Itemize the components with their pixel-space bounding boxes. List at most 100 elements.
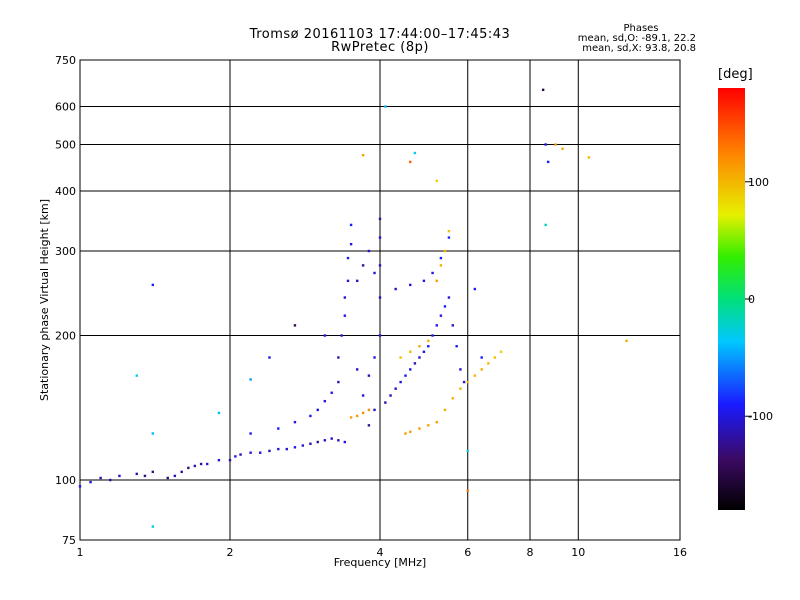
colorbar-tick-label: 0	[748, 293, 755, 306]
data-point	[151, 525, 155, 528]
data-point	[355, 368, 359, 371]
data-point	[554, 143, 557, 146]
data-point	[316, 408, 319, 412]
data-point	[447, 236, 451, 239]
data-point	[451, 397, 455, 400]
data-points	[78, 88, 628, 528]
colorbar-tick-label: -100	[748, 410, 773, 423]
data-point	[427, 345, 430, 348]
data-point	[427, 339, 430, 343]
data-point	[239, 453, 242, 456]
data-point	[355, 414, 359, 418]
data-point	[99, 476, 102, 480]
data-point	[409, 368, 412, 371]
data-point	[466, 449, 469, 453]
y-tick-label: 300	[55, 245, 76, 258]
x-tick-label: 1	[77, 546, 84, 559]
data-point	[422, 279, 426, 283]
data-point	[418, 356, 421, 359]
data-point	[173, 474, 177, 478]
data-point	[473, 287, 477, 291]
stats-x-line: mean, sd,X: 93.8, 20.8	[582, 43, 696, 54]
data-point	[451, 324, 455, 327]
data-point	[435, 179, 438, 183]
data-point	[249, 378, 252, 381]
chart-subtitle: RwPretec (8p)	[331, 40, 429, 55]
data-point	[439, 264, 443, 267]
data-point	[330, 437, 333, 440]
data-point	[234, 455, 237, 458]
data-point	[301, 444, 305, 447]
data-point	[343, 314, 347, 317]
y-tick-label: 500	[55, 139, 76, 152]
data-point	[625, 339, 628, 343]
data-point	[480, 368, 483, 371]
data-point	[409, 160, 412, 164]
data-point	[361, 411, 365, 415]
data-point	[337, 380, 340, 384]
x-tick-label: 6	[464, 546, 471, 559]
data-point	[293, 324, 297, 327]
data-point	[78, 485, 82, 488]
data-point	[455, 345, 458, 348]
data-point	[418, 345, 421, 348]
data-point	[337, 439, 340, 442]
data-point	[378, 236, 382, 239]
data-point	[418, 427, 421, 430]
data-point	[217, 411, 221, 415]
data-point	[443, 249, 447, 253]
data-point	[316, 440, 319, 444]
data-point	[404, 432, 407, 435]
data-point	[323, 439, 327, 442]
data-point	[349, 223, 353, 227]
data-point	[249, 451, 252, 454]
data-point	[268, 449, 271, 453]
colorbar-ticks: 100 0 -100	[745, 176, 773, 423]
data-point	[546, 160, 550, 164]
y-axis-label: Stationary phase Virtual Height [km]	[38, 199, 51, 401]
data-point	[394, 287, 397, 291]
data-point	[367, 249, 371, 253]
data-point	[447, 296, 451, 299]
data-point	[394, 387, 397, 390]
data-point	[367, 408, 371, 412]
data-point	[151, 283, 155, 287]
data-point	[259, 451, 262, 454]
data-point	[544, 223, 547, 227]
data-point	[459, 368, 462, 371]
data-point	[384, 401, 387, 404]
data-point	[462, 380, 466, 384]
y-tick-label: 200	[55, 330, 76, 343]
data-point	[89, 480, 92, 484]
x-tick-label: 4	[377, 546, 384, 559]
data-point	[193, 464, 197, 468]
data-point	[323, 334, 327, 337]
data-point	[349, 416, 353, 419]
data-point	[404, 374, 407, 377]
data-point	[378, 296, 382, 299]
data-point	[431, 271, 434, 275]
data-point	[473, 374, 477, 377]
data-point	[413, 151, 417, 155]
data-point	[346, 256, 350, 260]
data-point	[459, 387, 462, 390]
data-point	[466, 489, 469, 492]
data-point	[343, 296, 347, 299]
data-point	[249, 432, 252, 435]
chart-title: Tromsø 20161103 17:44:00–17:45:43	[249, 27, 511, 42]
x-tick-label: 10	[571, 546, 585, 559]
data-point	[399, 356, 402, 359]
data-point	[135, 374, 138, 377]
data-point	[378, 264, 382, 267]
data-point	[151, 432, 155, 435]
x-tick-labels: 1 2 4 6 8 10 16	[77, 546, 688, 559]
data-point	[373, 356, 376, 359]
x-tick-label: 2	[227, 546, 234, 559]
data-point	[480, 356, 483, 359]
data-point	[399, 380, 402, 384]
data-point	[340, 334, 343, 337]
data-point	[187, 466, 190, 470]
data-point	[541, 88, 545, 92]
data-point	[135, 472, 138, 476]
data-point	[285, 447, 288, 451]
